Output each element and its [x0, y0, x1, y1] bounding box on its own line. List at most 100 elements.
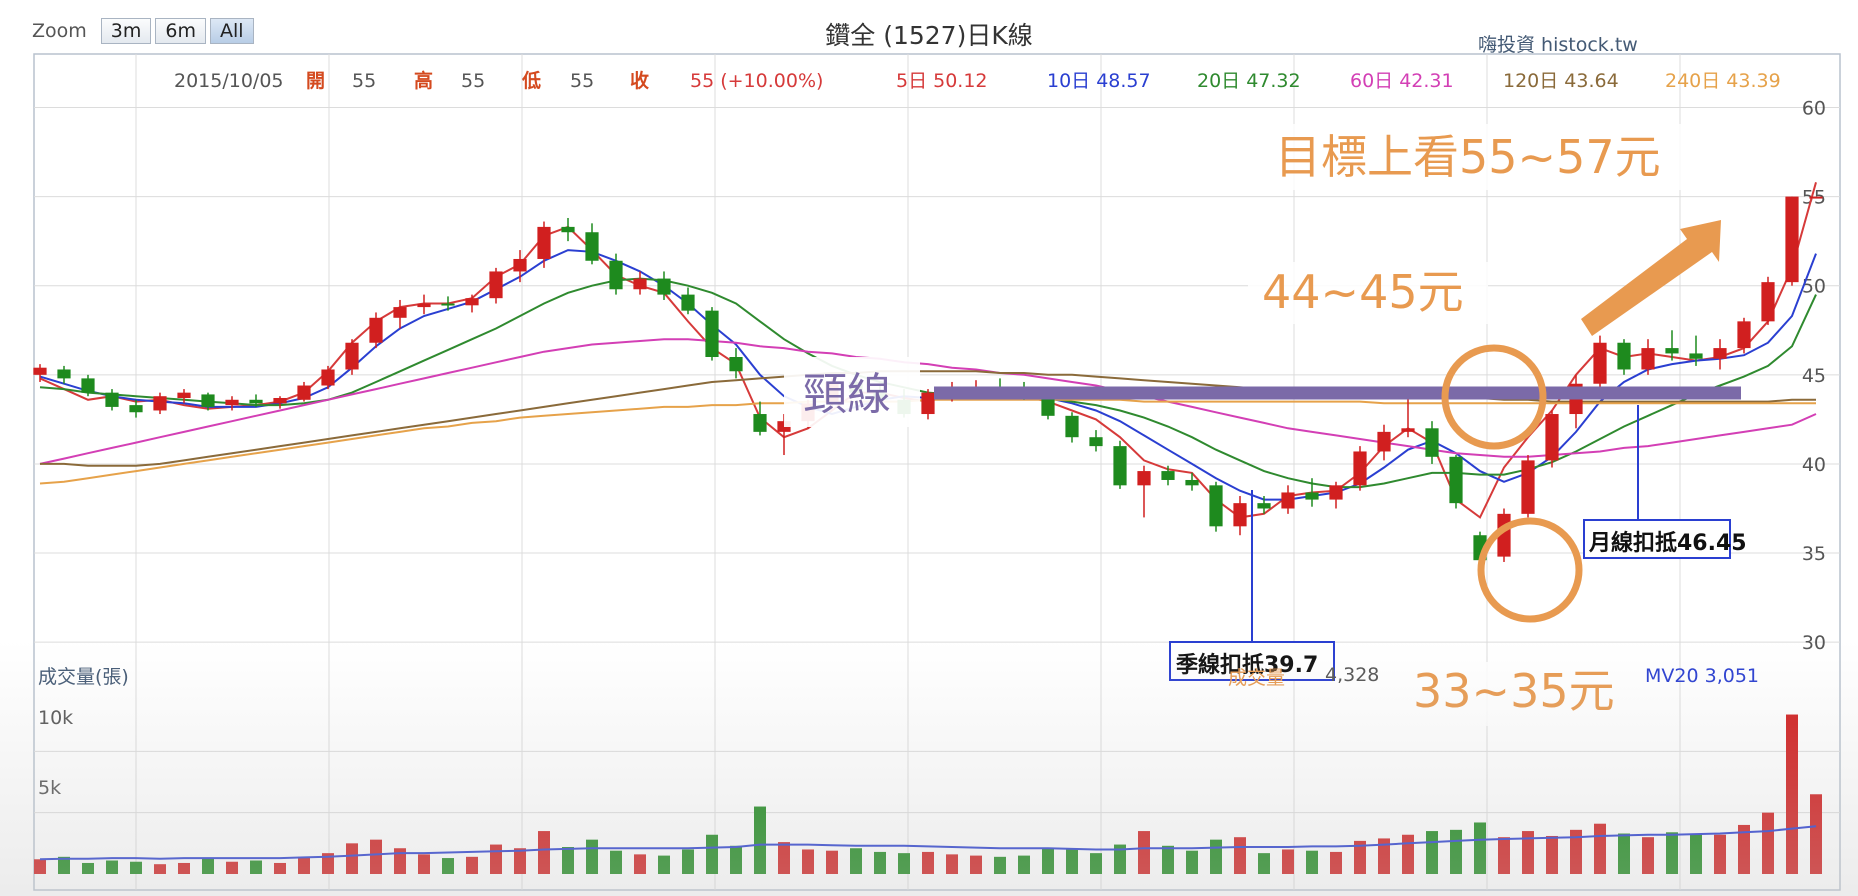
candle-body: [1257, 503, 1271, 509]
low-label: 低: [521, 69, 541, 92]
candle-body: [81, 378, 95, 393]
candle: [489, 267, 503, 304]
volume-bar: [682, 849, 694, 874]
candle: [921, 389, 935, 420]
candle: [705, 307, 719, 361]
volume-bar: [106, 860, 118, 874]
candle-body: [921, 392, 935, 415]
candle: [297, 381, 311, 402]
volume-bar: [466, 856, 478, 874]
candle: [1089, 430, 1103, 452]
volume-bar: [538, 831, 550, 874]
candle-body: [1089, 437, 1103, 447]
up-arrow-icon: [1581, 220, 1721, 336]
volume-bar: [898, 853, 910, 874]
ma120-label: 120日 43.64: [1503, 70, 1619, 92]
volume-bar: [1090, 853, 1102, 874]
volume-tick-5k: 5k: [38, 777, 61, 799]
candle-body: [1713, 348, 1727, 359]
candle: [1449, 455, 1463, 509]
candle-body: [1185, 479, 1199, 486]
candle: [1233, 496, 1247, 536]
candle-body: [1545, 414, 1559, 461]
candle-body: [225, 399, 239, 406]
close-value: 55 (+10.00%): [690, 70, 823, 92]
price-tick-60: 60: [1802, 97, 1826, 119]
volume-bar: [34, 859, 46, 874]
volume-bar: [442, 858, 454, 874]
volume-bar: [634, 854, 646, 874]
candle: [1737, 317, 1751, 354]
volume-bar: [706, 834, 718, 874]
volume-bar: [1402, 834, 1414, 874]
volume-bar: [1210, 839, 1222, 874]
volume-bar: [490, 844, 502, 874]
candle-body: [1449, 456, 1463, 504]
candle-body: [609, 260, 623, 290]
candle: [1521, 455, 1535, 518]
volume-bar: [1474, 822, 1486, 874]
volume-bar: [1378, 838, 1390, 874]
candle: [201, 392, 215, 411]
volume-bar: [1546, 835, 1558, 874]
candle-body: [729, 357, 743, 372]
volume-bar: [754, 806, 766, 874]
volume-bar: [514, 848, 526, 874]
candle: [609, 253, 623, 295]
volume-bar: [1234, 837, 1246, 874]
volume-bar: [1666, 832, 1678, 874]
candle: [1305, 478, 1319, 507]
ma240-label: 240日 43.39: [1665, 70, 1781, 92]
quarter-line-label: 季線扣抵39.7: [1176, 652, 1318, 678]
volume-bar: [1786, 714, 1798, 874]
candle: [1761, 276, 1775, 325]
candle: [657, 271, 671, 300]
candle: [33, 364, 47, 382]
candle: [1257, 496, 1271, 514]
candle-body: [297, 385, 311, 400]
price-tick-40: 40: [1802, 454, 1826, 476]
candle-body: [585, 232, 599, 261]
candle-body: [321, 369, 335, 386]
volume-bar: [202, 858, 214, 874]
volume-tick-10k: 10k: [38, 707, 73, 729]
candle: [1137, 465, 1151, 518]
volume-overlay-label: 成交量: [1228, 667, 1285, 689]
candle: [465, 294, 479, 313]
high-label: 高: [414, 69, 433, 92]
ma60-label: 60日 42.31: [1350, 70, 1454, 92]
candle-body: [369, 317, 383, 343]
candle-body: [1617, 342, 1631, 370]
price-tick-50: 50: [1802, 276, 1826, 298]
candle: [417, 294, 431, 315]
price-tick-35: 35: [1802, 543, 1826, 565]
annotations: 目標上看55~57元 44~45元 頸線 33~35元 季線扣抵39.7 成交量…: [784, 124, 1747, 726]
candle-body: [1689, 353, 1703, 359]
candle-body: [201, 394, 215, 407]
zoom-3m-button[interactable]: 3m: [100, 18, 152, 44]
volume-bar: [1570, 829, 1582, 874]
candle-body: [1353, 451, 1367, 486]
candle: [1281, 485, 1295, 514]
price-tick-30: 30: [1802, 632, 1826, 654]
candle-body: [513, 258, 527, 272]
source-credit[interactable]: 嗨投資 histock.tw: [1478, 34, 1638, 56]
zoom-6m-button[interactable]: 6m: [155, 18, 206, 44]
candle-body: [129, 405, 143, 413]
month-line-label: 月線扣抵46.45: [1588, 530, 1747, 556]
candles: [33, 196, 1823, 571]
volume-bar: [1690, 833, 1702, 874]
candle: [1545, 410, 1559, 468]
candle: [1353, 446, 1367, 491]
volume-bar: [922, 851, 934, 874]
candle: [753, 401, 767, 436]
volume-bar: [178, 862, 190, 874]
volume-bar: [1426, 831, 1438, 874]
zoom-label: Zoom: [32, 20, 87, 42]
candle: [1641, 339, 1655, 375]
volume-bar: [1498, 837, 1510, 874]
zoom-all-button[interactable]: All: [210, 18, 254, 44]
candle-body: [465, 298, 479, 306]
volume-bar: [778, 842, 790, 874]
